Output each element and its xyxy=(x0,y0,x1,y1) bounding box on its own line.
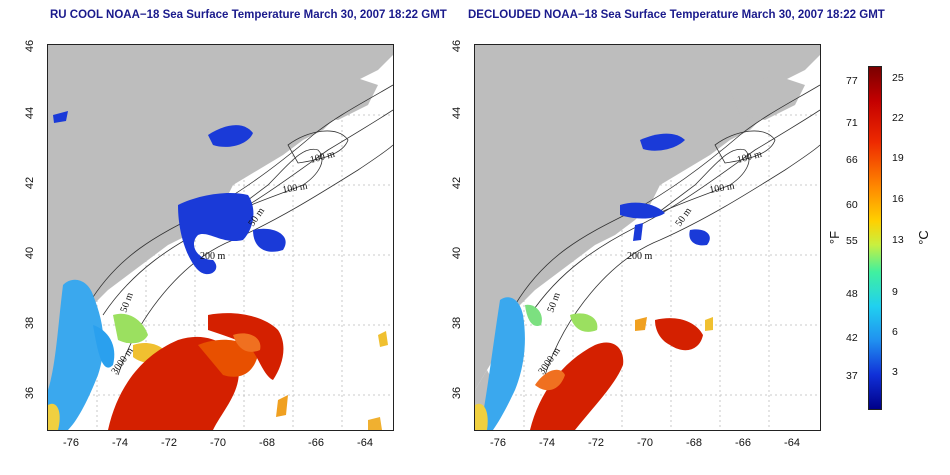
y-tick-label: 38 xyxy=(451,316,464,330)
colorbar-c-tick: 3 xyxy=(892,366,898,378)
x-tick-label: -68 xyxy=(686,437,702,449)
contour-label: 50 m xyxy=(118,291,135,314)
y-tick-label: 44 xyxy=(451,106,464,120)
contour-label: 100 m xyxy=(309,149,336,166)
y-tick-label: 46 xyxy=(451,39,464,53)
x-tick-label: -74 xyxy=(539,437,555,449)
y-tick-label: 40 xyxy=(24,246,37,260)
colorbar-f-tick: 42 xyxy=(846,332,858,344)
x-tick-label: -66 xyxy=(308,437,324,449)
gulf-stream-warm xyxy=(108,336,239,430)
colorbar-f-tick: 60 xyxy=(846,199,858,211)
y-tick-label: 42 xyxy=(24,176,37,190)
right-panel-title: DECLOUDED NOAA−18 Sea Surface Temperatur… xyxy=(468,9,885,21)
right-map-panel: 100 m 100 m 50 m 200 m 50 m 3000 m xyxy=(474,44,821,431)
x-tick-label: -64 xyxy=(784,437,800,449)
y-tick-label: 36 xyxy=(24,386,37,400)
colorbar-f-tick: 77 xyxy=(846,75,858,87)
colorbar-f-tick: 55 xyxy=(846,235,858,247)
y-tick-label: 36 xyxy=(451,386,464,400)
colorbar-f-tick: 37 xyxy=(846,370,858,382)
x-tick-label: -68 xyxy=(259,437,275,449)
nearshore-cool-water xyxy=(48,279,104,430)
colorbar-c-tick: 16 xyxy=(892,193,904,205)
left-map-svg: 100 m 100 m 50 m 200 m 50 m 3000 m xyxy=(48,45,393,430)
contour-label: 100 m xyxy=(736,149,763,166)
gulf-stream-warm xyxy=(530,342,624,430)
x-tick-label: -76 xyxy=(490,437,506,449)
contour-label: 200 m xyxy=(200,251,226,262)
x-tick-label: -66 xyxy=(735,437,751,449)
colorbar-c-tick: 25 xyxy=(892,72,904,84)
y-tick-label: 42 xyxy=(451,176,464,190)
colorbar-c-tick: 13 xyxy=(892,234,904,246)
right-map-svg: 100 m 100 m 50 m 200 m 50 m 3000 m xyxy=(475,45,820,430)
left-panel-title: RU COOL NOAA−18 Sea Surface Temperature … xyxy=(50,9,447,21)
celsius-unit-label: °C xyxy=(915,230,931,245)
colorbar-c-tick: 6 xyxy=(892,326,898,338)
x-tick-label: -70 xyxy=(210,437,226,449)
colorbar-f-tick: 66 xyxy=(846,154,858,166)
left-map-panel: 100 m 100 m 50 m 200 m 50 m 3000 m xyxy=(47,44,394,431)
colorbar-f-tick: 48 xyxy=(846,288,858,300)
y-tick-label: 38 xyxy=(24,316,37,330)
colorbar-c-tick: 22 xyxy=(892,112,904,124)
contour-label: 50 m xyxy=(545,291,562,314)
colorbar-c-tick: 9 xyxy=(892,286,898,298)
fahrenheit-unit-label: °F xyxy=(827,230,843,245)
x-tick-label: -74 xyxy=(112,437,128,449)
x-tick-label: -70 xyxy=(637,437,653,449)
contour-label: 100 m xyxy=(709,181,736,196)
x-tick-label: -64 xyxy=(357,437,373,449)
land-mass xyxy=(475,45,820,390)
y-tick-label: 40 xyxy=(451,246,464,260)
colorbar-f-tick: 71 xyxy=(846,117,858,129)
contour-label: 200 m xyxy=(627,251,653,262)
x-tick-label: -76 xyxy=(63,437,79,449)
nearshore-cool-water xyxy=(480,297,525,430)
temperature-colorbar xyxy=(868,66,882,410)
y-tick-label: 46 xyxy=(24,39,37,53)
x-tick-label: -72 xyxy=(588,437,604,449)
land-mass xyxy=(48,45,393,390)
x-tick-label: -72 xyxy=(161,437,177,449)
contour-label: 100 m xyxy=(282,181,309,196)
y-tick-label: 44 xyxy=(24,106,37,120)
colorbar-c-tick: 19 xyxy=(892,152,904,164)
